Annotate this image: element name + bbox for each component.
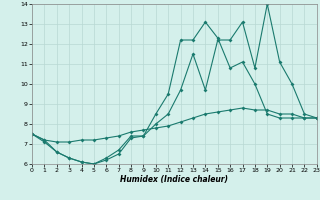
X-axis label: Humidex (Indice chaleur): Humidex (Indice chaleur) [120, 175, 228, 184]
